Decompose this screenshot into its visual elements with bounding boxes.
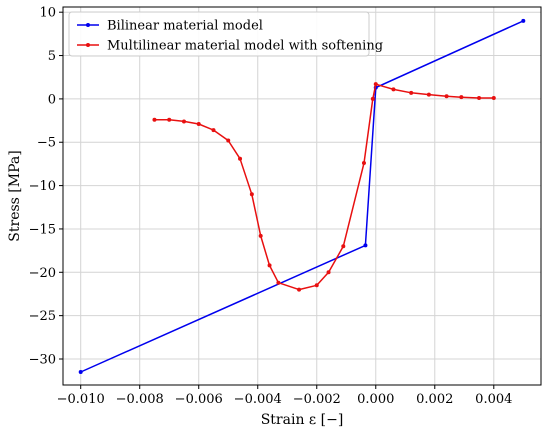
y-tick-label: −30	[29, 352, 56, 367]
legend-box	[68, 11, 370, 57]
x-axis-title: Strain ε [−]	[261, 412, 344, 428]
y-axis-title: Stress [MPa]	[7, 150, 23, 241]
legend-swatch-marker	[86, 23, 90, 27]
axis-ticks: −0.010 −0.008 −0.006 −0.004 −0.002 0.000 0.002…	[29, 6, 513, 407]
data-point	[426, 92, 431, 97]
data-point	[152, 117, 157, 122]
data-point	[326, 270, 331, 275]
data-point	[258, 233, 263, 238]
data-point	[370, 96, 375, 101]
data-point	[78, 369, 83, 374]
data-point	[373, 82, 378, 87]
y-tick-label: −15	[29, 222, 56, 237]
legend-swatch-marker	[86, 43, 90, 47]
series-2	[152, 82, 496, 292]
data-point	[314, 283, 319, 288]
legend-entry: Bilinear material model	[107, 19, 263, 34]
series-1	[78, 18, 526, 374]
x-tick-label: −0.002	[293, 392, 341, 407]
x-tick-label: 0.000	[357, 392, 394, 407]
x-tick-label: 0.004	[475, 392, 512, 407]
series-layer	[78, 18, 526, 374]
y-tick-label: −10	[29, 179, 56, 194]
data-point	[238, 156, 243, 161]
data-point	[297, 287, 302, 292]
data-point	[363, 243, 368, 248]
data-point	[409, 90, 414, 95]
y-tick-label: −20	[29, 266, 56, 281]
data-point	[341, 244, 346, 249]
data-point	[181, 119, 186, 124]
grid	[63, 7, 541, 385]
y-tick-label: 0	[48, 92, 56, 107]
data-point	[391, 87, 396, 92]
data-point	[167, 117, 172, 122]
x-tick-label: −0.010	[57, 392, 105, 407]
data-point	[444, 94, 449, 99]
y-tick-label: −25	[29, 309, 56, 324]
x-tick-label: −0.004	[234, 392, 282, 407]
data-point	[477, 96, 482, 101]
series-line	[80, 20, 524, 373]
data-point	[211, 128, 216, 133]
y-tick-label: −5	[37, 136, 56, 151]
legend-entry: Multilinear material model with softenin…	[107, 39, 383, 54]
data-point	[459, 95, 464, 100]
data-point	[249, 192, 254, 197]
legend: Bilinear material model Multilinear mater…	[68, 11, 383, 57]
x-tick-label: −0.006	[175, 392, 223, 407]
data-point	[361, 161, 366, 166]
y-tick-label: 5	[48, 49, 56, 64]
data-point	[521, 18, 526, 23]
data-point	[276, 280, 281, 285]
data-point	[267, 263, 272, 268]
series-line	[154, 83, 494, 291]
y-tick-label: 10	[39, 6, 56, 21]
data-point	[491, 96, 496, 101]
data-point	[226, 138, 231, 143]
data-point	[196, 122, 201, 127]
plot-frame	[62, 6, 542, 386]
x-tick-label: −0.008	[116, 392, 164, 407]
x-tick-label: 0.002	[416, 392, 453, 407]
